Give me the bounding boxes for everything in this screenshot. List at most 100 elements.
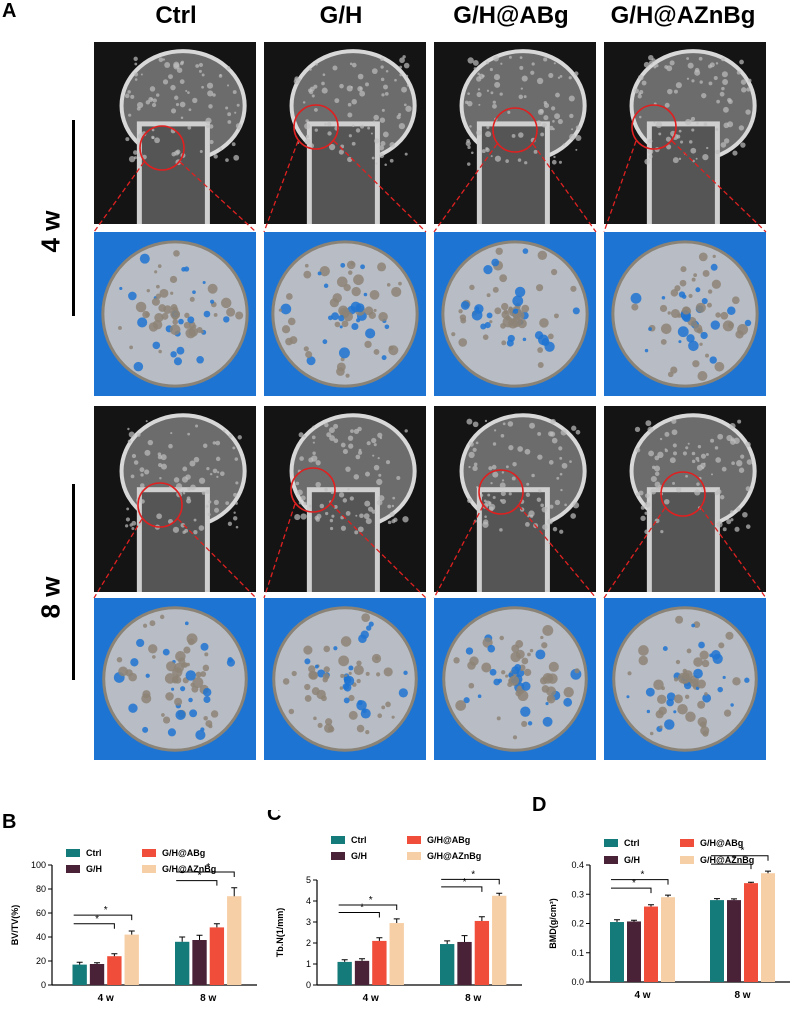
significance-star: * xyxy=(471,869,475,880)
zoom-line xyxy=(433,143,498,233)
significance-star: * xyxy=(463,877,467,888)
significance-bracket xyxy=(73,923,115,929)
significance-star: * xyxy=(641,870,645,881)
significance-bracket xyxy=(176,871,235,877)
error-bar xyxy=(231,887,238,897)
legend-swatch xyxy=(66,849,80,857)
legend-label: G/H@AZnBg xyxy=(162,864,216,874)
bar xyxy=(440,944,455,985)
error-bar xyxy=(731,898,737,901)
panel-letter: B xyxy=(2,811,16,833)
x-tick-label: 8 w xyxy=(200,993,216,1004)
legend-label: G/H@AZnBg xyxy=(700,855,754,865)
significance-star: * xyxy=(206,862,210,873)
micro-ct-slice-image xyxy=(434,42,596,224)
micro-ct-slice-image xyxy=(434,406,596,592)
micro-ct-slice-image xyxy=(94,406,256,592)
bar xyxy=(474,920,490,985)
bar xyxy=(457,941,472,985)
bar xyxy=(107,956,122,985)
micro-ct-slice-image xyxy=(94,42,256,224)
legend-swatch xyxy=(66,865,80,873)
row-bracket-8w xyxy=(72,484,75,680)
legend-label: G/H xyxy=(86,864,102,874)
y-tick-label: 3 xyxy=(306,917,311,927)
error-bar xyxy=(111,953,118,957)
significance-star: * xyxy=(198,871,202,882)
y-tick-label: 0 xyxy=(41,980,46,990)
significance-bracket xyxy=(338,904,398,910)
chart-c-tbn: C Ctrl G/H G/H@ABg G/H@AZnBg 0 1 2 3 4 5 Tb.N(1/mm)… xyxy=(265,803,530,1015)
bar xyxy=(354,960,370,985)
error-bar xyxy=(376,937,383,941)
y-tick-label: 40 xyxy=(36,932,46,942)
y-tick-label: 5 xyxy=(306,875,311,885)
significance-star: * xyxy=(369,895,373,906)
zoom-line xyxy=(700,507,767,599)
significance-bracket xyxy=(611,879,669,885)
bar xyxy=(644,906,658,982)
zoom-line xyxy=(433,505,484,599)
zoom-line xyxy=(179,161,257,233)
error-bar xyxy=(359,958,366,961)
zoom-line xyxy=(518,505,597,599)
trabecular-3d-render-image xyxy=(264,232,426,396)
micro-ct-slice-image xyxy=(264,42,426,224)
x-tick-label: 8 w xyxy=(465,993,481,1004)
bar xyxy=(610,922,624,982)
row-bracket-4w xyxy=(72,120,75,316)
error-bar xyxy=(461,935,468,942)
legend-label: G/H@ABg xyxy=(427,835,470,845)
trabecular-3d-render-image xyxy=(434,232,596,396)
x-tick-label: 4 w xyxy=(634,990,650,1001)
y-tick-label: 0.2 xyxy=(571,919,584,929)
zoom-line xyxy=(603,507,666,599)
column-title-ctrl: Ctrl xyxy=(155,2,197,29)
column-title-gh: G/H xyxy=(319,2,363,29)
zoom-line xyxy=(263,503,296,599)
legend-label: Ctrl xyxy=(351,835,367,845)
significance-star: * xyxy=(95,914,99,925)
x-tick-label: 8 w xyxy=(734,990,750,1001)
significance-bracket xyxy=(441,886,483,892)
x-tick-label: 4 w xyxy=(98,993,114,1004)
error-bar xyxy=(714,898,720,901)
legend-swatch xyxy=(142,849,156,857)
legend-label: Ctrl xyxy=(86,848,102,858)
legend-label: G/H xyxy=(624,855,640,865)
y-tick-label: 4 xyxy=(306,896,311,906)
chart-b-bvtv: B Ctrl G/H G/H@ABg G/H@AZnBg 0 20 40 60 80 100 BV/T… xyxy=(0,810,265,1015)
legend-label: G/H@ABg xyxy=(700,838,743,848)
significance-star: * xyxy=(632,878,636,889)
micro-ct-slice-image xyxy=(604,42,766,224)
column-title-gh-aznbg: G/H@AZnBg xyxy=(610,2,756,29)
bar xyxy=(89,964,105,985)
y-tick-label: 1 xyxy=(306,959,311,969)
y-axis-label: BV/TV(%) xyxy=(10,905,20,946)
bar xyxy=(627,921,641,982)
trabecular-3d-render-image xyxy=(94,232,256,396)
bar xyxy=(124,934,139,985)
zoom-line xyxy=(330,503,427,599)
legend-label: G/H@ABg xyxy=(162,848,205,858)
y-tick-label: 100 xyxy=(31,860,46,870)
y-tick-label: 0.1 xyxy=(571,948,584,958)
legend-label: Ctrl xyxy=(624,838,640,848)
bar xyxy=(72,964,87,985)
error-bar xyxy=(196,934,203,940)
zoom-line xyxy=(177,518,257,599)
trabecular-3d-render-image xyxy=(604,232,766,396)
error-bar xyxy=(179,936,186,942)
bar xyxy=(492,895,507,985)
y-tick-label: 0.0 xyxy=(571,977,584,987)
legend-label: G/H@AZnBg xyxy=(427,851,481,861)
significance-star: * xyxy=(741,846,745,857)
bar xyxy=(192,940,207,985)
legend-swatch xyxy=(331,836,345,844)
error-bar xyxy=(478,916,485,921)
zoom-line xyxy=(333,140,427,233)
y-axis-label: BMD(g/cm³) xyxy=(548,898,558,949)
legend-label: G/H xyxy=(351,851,367,861)
bar xyxy=(727,900,741,982)
bar xyxy=(389,923,404,985)
